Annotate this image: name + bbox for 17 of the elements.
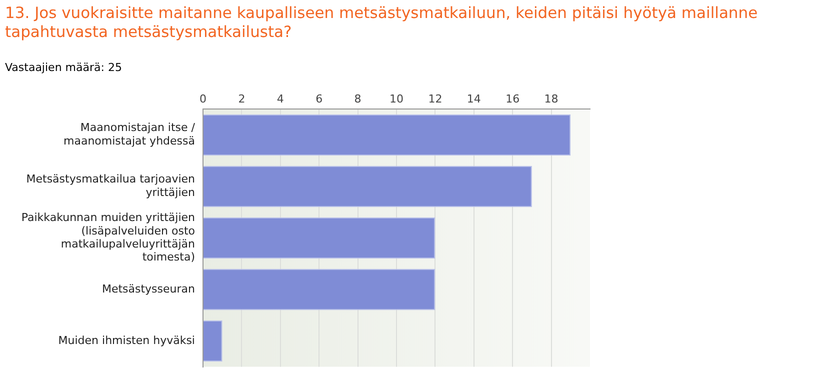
y-tick-label: Maanomistajan itse / maanomistajat yhdessä [64,121,196,148]
y-tick-label: Metsästysmatkailua tarjoavien yrittäjien [26,172,196,199]
x-tick-label: 8 [354,92,362,106]
x-tick-label: 4 [276,92,284,106]
x-tick-label: 10 [390,92,404,106]
x-tick-label: 0 [200,92,206,106]
y-tick-label: Paikkakunnan muiden yrittäjien (lisäpalveluiden osto matkailupalveluyrittäjän toimesta) [21,211,196,264]
chart-title: 13. Jos vuokraisitte maitanne kaupalliseen metsästysmatkailuun, keiden pitäisi hyötyä maillanne tapahtuvasta metsästysmatkailusta? [5,4,759,42]
x-tick-label: 6 [316,92,323,106]
text: Vastaajien määrä: 25 [5,61,122,74]
x-tick-label: 2 [238,92,246,106]
y-tick-label: Muiden ihmisten hyväksi [58,334,195,347]
x-tick-label: 14 [466,92,481,106]
x-tick-label: 12 [428,92,442,106]
y-tick-label: Metsästysseuran [102,282,196,296]
x-tick-label: 18 [544,92,558,106]
x-tick-label: 16 [506,92,520,106]
